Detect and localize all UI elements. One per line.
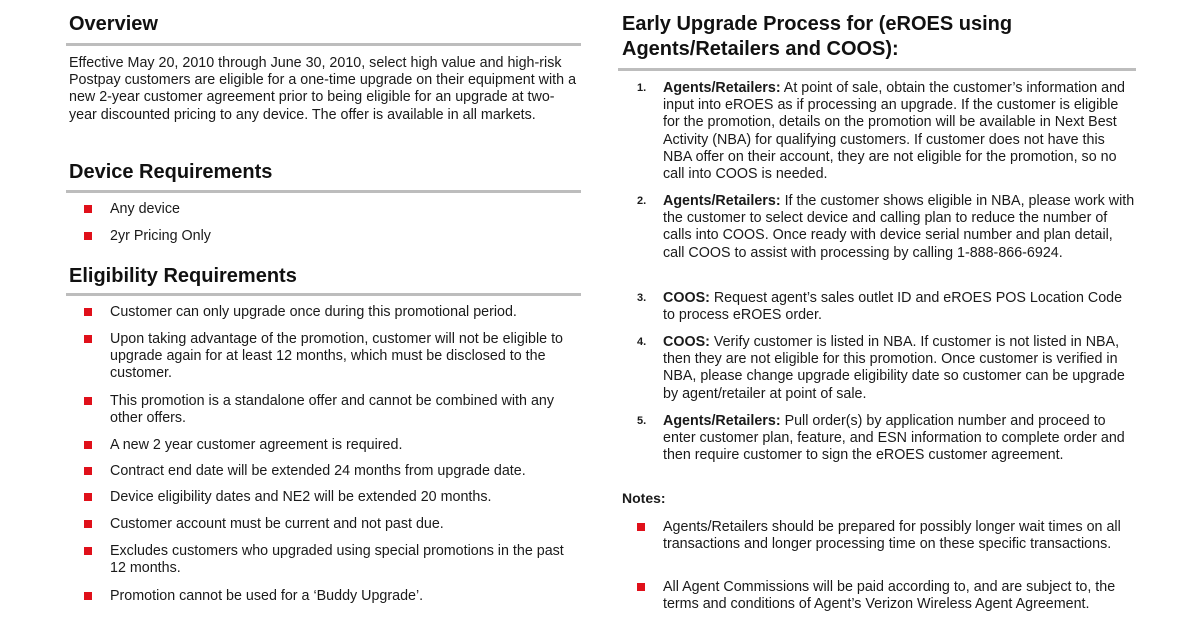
- bullet-icon: [84, 493, 92, 501]
- bullet-icon: [637, 583, 645, 591]
- process-step: COOS: Request agent’s sales outlet ID an…: [663, 290, 1135, 324]
- list-item: Contract end date will be extended 24 mo…: [110, 463, 526, 479]
- list-item: Customer can only upgrade once during th…: [110, 304, 517, 320]
- bullet-icon: [84, 205, 92, 213]
- step-number: 5.: [637, 415, 647, 427]
- bullet-icon: [84, 308, 92, 316]
- bullet-icon: [84, 520, 92, 528]
- process-heading: Early Upgrade Process for (eROES using A…: [622, 13, 1013, 60]
- step-number: 1.: [637, 82, 647, 94]
- step-lead: Agents/Retailers:: [663, 80, 781, 96]
- step-text: If the customer shows eligible in NBA, p…: [663, 193, 1135, 261]
- divider: [66, 190, 581, 193]
- list-item: A new 2 year customer agreement is requi…: [110, 437, 403, 453]
- process-step: COOS: Verify customer is listed in NBA. …: [663, 334, 1135, 403]
- list-item: Agents/Retailers should be prepared for …: [663, 519, 1121, 553]
- list-item: Excludes customers who upgraded using sp…: [110, 543, 564, 577]
- step-lead: Agents/Retailers:: [663, 193, 781, 209]
- overview-heading: Overview: [69, 13, 158, 35]
- list-item: Any device: [110, 201, 180, 217]
- step-lead: Agents/Retailers:: [663, 413, 781, 429]
- bullet-icon: [84, 592, 92, 600]
- process-step: Agents/Retailers: At point of sale, obta…: [663, 80, 1135, 183]
- list-item: Device eligibility dates and NE2 will be…: [110, 489, 492, 505]
- step-text: At point of sale, obtain the customer’s …: [663, 80, 1125, 183]
- bullet-icon: [84, 335, 92, 343]
- step-number: 3.: [637, 292, 647, 304]
- process-step: Agents/Retailers: If the customer shows …: [663, 193, 1135, 262]
- list-item: This promotion is a standalone offer and…: [110, 393, 555, 427]
- divider: [66, 293, 581, 296]
- list-item: Upon taking advantage of the promotion, …: [110, 331, 564, 382]
- step-number: 4.: [637, 336, 647, 348]
- bullet-icon: [84, 441, 92, 449]
- notes-label: Notes:: [622, 490, 666, 506]
- bullet-icon: [637, 523, 645, 531]
- bullet-icon: [84, 232, 92, 240]
- list-item: Promotion cannot be used for a ‘Buddy Up…: [110, 588, 424, 604]
- step-number: 2.: [637, 195, 647, 207]
- step-text: Pull order(s) by application number and …: [663, 413, 1125, 464]
- step-lead: COOS:: [663, 334, 710, 350]
- step-lead: COOS:: [663, 290, 710, 306]
- bullet-icon: [84, 397, 92, 405]
- bullet-icon: [84, 467, 92, 475]
- step-text: Verify customer is listed in NBA. If cus…: [663, 334, 1125, 402]
- divider: [618, 68, 1136, 71]
- list-item: All Agent Commissions will be paid accor…: [663, 579, 1116, 613]
- list-item: 2yr Pricing Only: [110, 228, 211, 244]
- overview-text: Effective May 20, 2010 through June 30, …: [69, 55, 577, 123]
- process-step: Agents/Retailers: Pull order(s) by appli…: [663, 413, 1135, 465]
- step-text: Request agent’s sales outlet ID and eROE…: [663, 290, 1123, 324]
- device-heading: Device Requirements: [69, 161, 273, 183]
- list-item: Customer account must be current and not…: [110, 516, 444, 532]
- bullet-icon: [84, 547, 92, 555]
- eligibility-heading: Eligibility Requirements: [69, 265, 297, 287]
- divider: [66, 43, 581, 46]
